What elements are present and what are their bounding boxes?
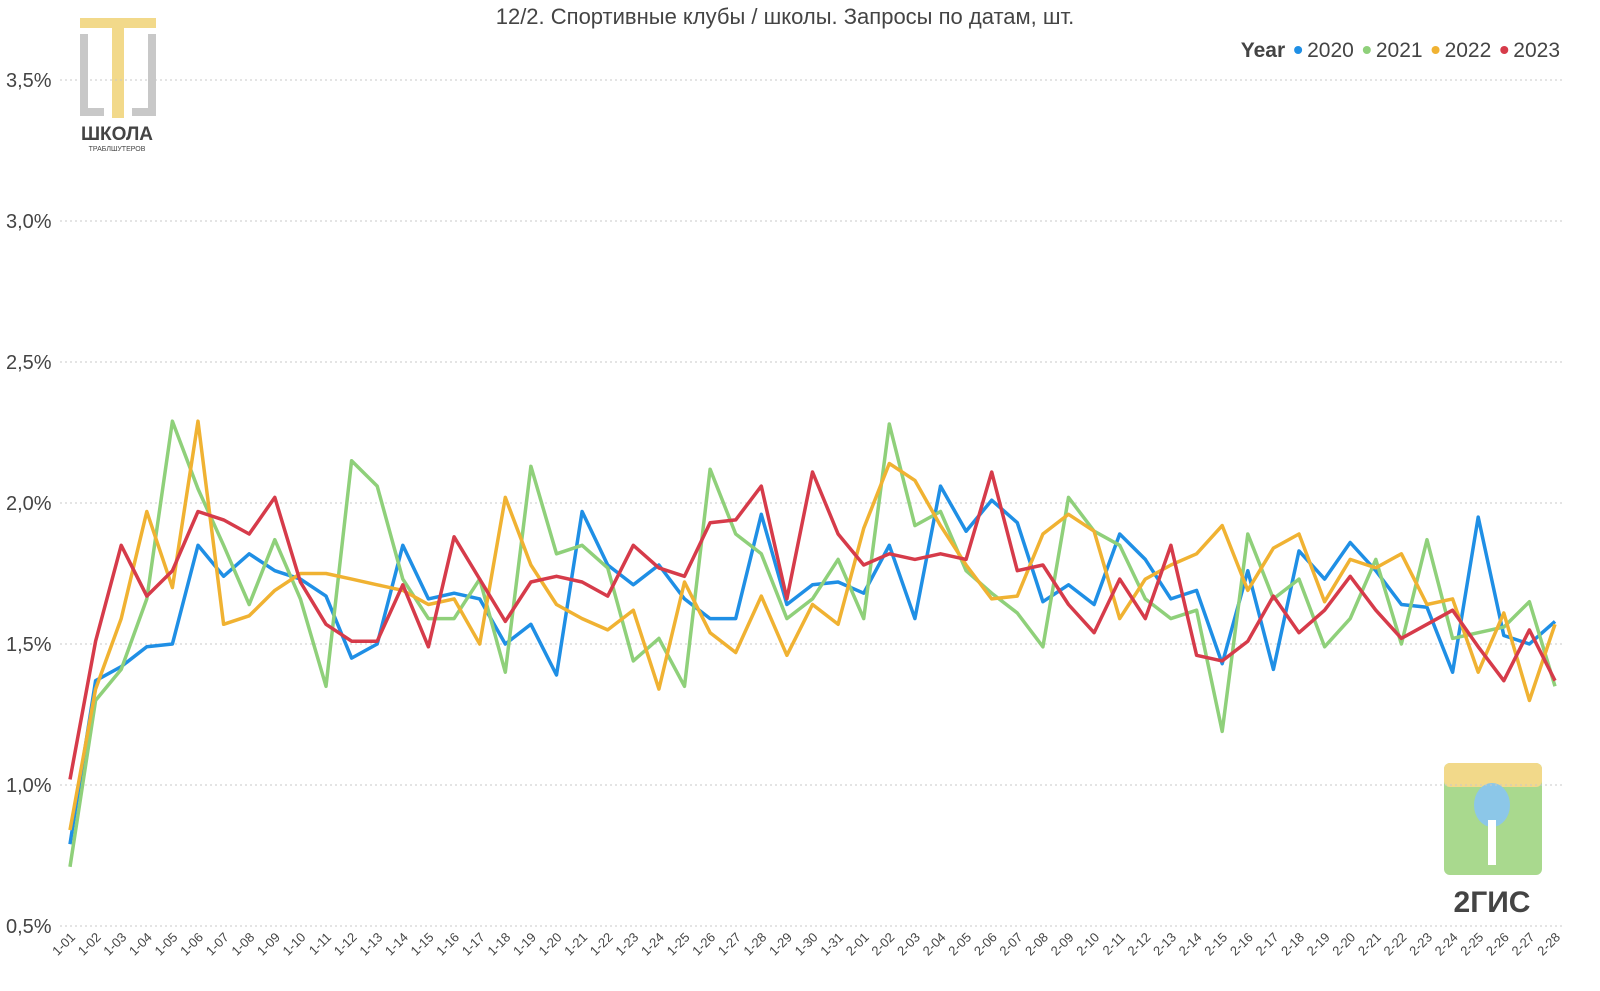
y-tick-label: 3,0% <box>6 211 52 233</box>
x-tick-label: 1-22 <box>587 930 616 959</box>
legend: 2023 2022 2021 2020 Year <box>1241 39 1560 62</box>
x-tick-label: 1-28 <box>740 930 769 959</box>
x-tick-label: 1-16 <box>433 930 462 959</box>
x-tick-label: 2-16 <box>1227 930 1256 959</box>
x-tick-label: 2-19 <box>1304 930 1333 959</box>
x-tick-label: 2-03 <box>894 930 923 959</box>
x-tick-label: 2-08 <box>1022 930 1051 959</box>
series-line <box>68 484 1557 845</box>
x-tick-label: 1-18 <box>484 930 513 959</box>
x-tick-label: 1-21 <box>561 930 590 959</box>
x-tick-label: 1-27 <box>715 930 744 959</box>
y-tick-label: 0,5% <box>6 916 52 938</box>
x-tick-label: 2-17 <box>1252 930 1281 959</box>
x-tick-label: 2-23 <box>1406 930 1435 959</box>
x-tick-label: 2-22 <box>1380 930 1409 959</box>
logo-subtext: ТРАБЛШУТЕРОВ <box>89 146 146 153</box>
series-line <box>68 419 1557 831</box>
series-line <box>68 419 1557 868</box>
x-tick-label: 1-09 <box>254 930 283 959</box>
x-tick-label: 2-02 <box>868 930 897 959</box>
x-tick-label: 2-15 <box>1201 930 1230 959</box>
y-tick-label: 1,0% <box>6 775 52 797</box>
y-tick-label: 1,5% <box>6 634 52 656</box>
logo-school: ШКОЛА ТРАБЛШУТЕРОВ <box>80 18 156 153</box>
legend-label: 2020 <box>1307 39 1354 62</box>
x-tick-label: 2-06 <box>971 930 1000 959</box>
logo-shape <box>80 34 156 116</box>
logo-2gis: 2ГИС <box>1444 763 1542 919</box>
x-tick-label: 1-26 <box>689 930 718 959</box>
x-tick-label: 1-20 <box>536 930 565 959</box>
x-tick-label: 1-08 <box>228 930 257 959</box>
x-tick-label: 2-13 <box>1150 930 1179 959</box>
logo-text: ШКОЛА <box>81 124 153 145</box>
series-line <box>68 470 1557 780</box>
x-tick-label: 2-25 <box>1457 930 1486 959</box>
x-tick-label: 2-07 <box>996 930 1025 959</box>
x-tick-label: 2-21 <box>1355 930 1384 959</box>
x-tick-label: 1-19 <box>510 930 539 959</box>
x-tick-label: 2-24 <box>1432 930 1461 959</box>
x-tick-label: 2-26 <box>1483 930 1512 959</box>
x-tick-label: 1-12 <box>331 930 360 959</box>
x-tick-label: 2-18 <box>1278 930 1307 959</box>
x-tick-label: 1-13 <box>356 930 385 959</box>
legend-label: 2023 <box>1513 39 1560 62</box>
x-tick-label: 1-05 <box>152 930 181 959</box>
x-tick-label: 1-02 <box>75 930 104 959</box>
x-tick-label: 1-24 <box>638 930 667 959</box>
logo-bar <box>80 18 156 28</box>
x-tick-label: 1-23 <box>612 930 641 959</box>
legend-marker <box>1294 46 1303 54</box>
x-tick-label: 1-14 <box>382 930 411 959</box>
y-tick-label: 2,0% <box>6 493 52 515</box>
legend-title: Year <box>1241 39 1285 62</box>
x-tick-label: 2-27 <box>1509 930 1538 959</box>
logo-tree <box>1474 783 1510 827</box>
x-tick-label: 1-30 <box>792 930 821 959</box>
y-tick-label: 3,5% <box>6 70 52 92</box>
x-tick-label: 2-05 <box>945 930 974 959</box>
x-tick-label: 2-04 <box>920 930 949 959</box>
x-tick-label: 2-10 <box>1073 930 1102 959</box>
y-tick-label: 2,5% <box>6 352 52 374</box>
x-tick-label: 1-29 <box>766 930 795 959</box>
x-tick-label: 2-12 <box>1124 930 1153 959</box>
x-tick-label: 1-07 <box>203 930 232 959</box>
x-tick-label: 1-17 <box>459 930 488 959</box>
x-tick-label: 1-10 <box>280 930 309 959</box>
x-tick-label: 1-31 <box>817 930 846 959</box>
legend-marker <box>1500 46 1509 54</box>
logo-bar <box>112 28 124 118</box>
x-tick-label: 2-14 <box>1176 930 1205 959</box>
x-tick-label: 1-15 <box>408 930 437 959</box>
legend-label: 2021 <box>1376 39 1423 62</box>
x-tick-label: 1-04 <box>126 930 155 959</box>
legend-marker <box>1431 46 1440 54</box>
legend-label: 2022 <box>1445 39 1492 62</box>
logo-text: 2ГИС <box>1454 886 1531 919</box>
x-tick-label: 2-28 <box>1534 930 1563 959</box>
logo-trunk <box>1488 820 1496 865</box>
x-tick-label: 1-01 <box>49 930 78 959</box>
x-tick-label: 1-03 <box>100 930 129 959</box>
x-tick-label: 2-11 <box>1100 930 1128 958</box>
logo-top <box>1444 763 1542 787</box>
x-tick-label: 1-06 <box>177 930 206 959</box>
x-tick-label: 1-11 <box>306 930 334 958</box>
x-tick-label: 1-25 <box>664 930 693 959</box>
chart-title: 12/2. Спортивные клубы / школы. Запросы … <box>496 4 1075 29</box>
x-tick-label: 2-01 <box>843 930 872 959</box>
x-tick-label: 2-09 <box>1048 930 1077 959</box>
legend-marker <box>1362 46 1371 54</box>
x-tick-label: 2-20 <box>1329 930 1358 959</box>
